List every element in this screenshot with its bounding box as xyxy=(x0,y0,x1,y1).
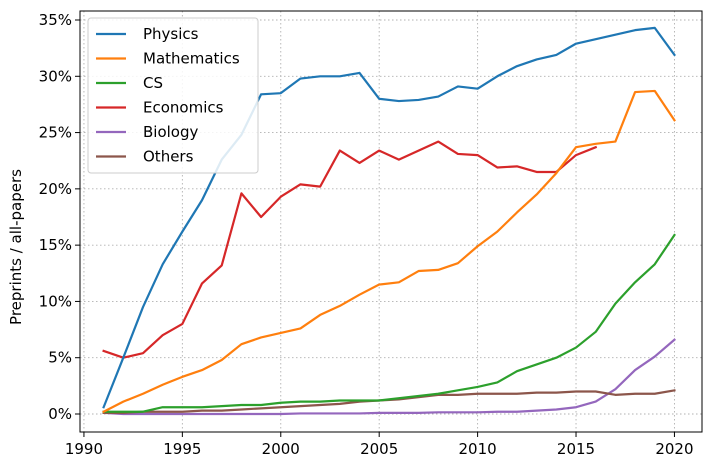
y-tick-label: 25% xyxy=(39,124,72,142)
legend-item-economics: Economics xyxy=(96,99,224,117)
y-tick-label: 20% xyxy=(39,180,72,198)
series-line-physics xyxy=(102,26,676,409)
legend: Physics Mathematics CS Economics Biology Othe… xyxy=(87,17,259,174)
x-tick-label: 2005 xyxy=(360,440,398,458)
series-line-economics xyxy=(102,140,598,359)
legend-item-mathematics: Mathematics xyxy=(96,50,240,68)
y-tick-label: 30% xyxy=(39,67,72,85)
series-lines xyxy=(102,26,676,416)
y-tick-label: 35% xyxy=(39,11,72,29)
series-line-biology xyxy=(102,338,676,416)
legend-label: CS xyxy=(143,74,163,92)
legend-item-cs: CS xyxy=(96,74,163,92)
series-line-others xyxy=(102,389,676,414)
x-tick-label: 2015 xyxy=(557,440,595,458)
legend-label: Biology xyxy=(143,123,199,141)
y-axis-title: Preprints / all-papers xyxy=(7,169,25,325)
y-tick-label: 15% xyxy=(39,236,72,254)
x-tick-label: 1995 xyxy=(163,440,201,458)
y-tick-label: 10% xyxy=(39,292,72,310)
y-tick-label: 0% xyxy=(48,405,72,423)
series-line-cs xyxy=(102,233,676,413)
legend-item-biology: Biology xyxy=(96,123,199,141)
x-tick-label: 2010 xyxy=(459,440,497,458)
legend-label: Physics xyxy=(143,25,199,43)
x-tick-label: 1990 xyxy=(65,440,103,458)
legend-label: Economics xyxy=(143,99,224,117)
legend-item-others: Others xyxy=(96,148,194,166)
y-tick-label: 5% xyxy=(48,349,72,367)
x-tick-label: 2020 xyxy=(655,440,693,458)
series-line-mathematics xyxy=(102,89,676,414)
axes: 1990 1995 2000 2005 2010 2015 2020 0% 5% 10% 15% 20… xyxy=(39,11,694,458)
x-tick-label: 2000 xyxy=(262,440,300,458)
plot-frame xyxy=(79,10,703,433)
legend-label: Others xyxy=(143,148,194,166)
legend-item-physics: Physics xyxy=(96,25,199,43)
legend-label: Mathematics xyxy=(143,50,240,68)
legend-box xyxy=(87,17,259,174)
